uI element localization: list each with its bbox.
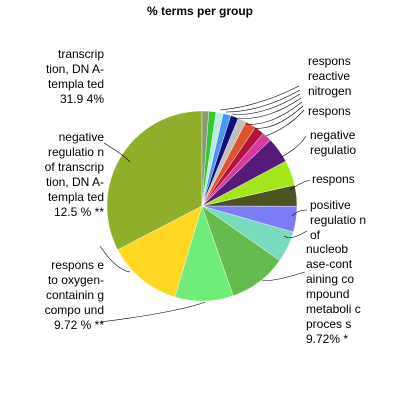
label-reactive-nitrogen: respons reactive nitrogen — [308, 54, 352, 98]
leader-line-2 — [99, 301, 206, 323]
leader-line-5 — [291, 209, 308, 217]
label-positive-regulation: positive regulatio n of — [310, 198, 367, 242]
label-negative-regulation: negative regulatio — [310, 128, 357, 157]
label-response-oxygen: respons e to oxygen- containin g compo u… — [44, 258, 104, 332]
label-response-3: respons — [312, 172, 355, 186]
leader-line-7 — [279, 135, 307, 159]
leader-line-6 — [289, 179, 311, 191]
leader-line-4 — [283, 230, 308, 238]
leader-line-3 — [261, 271, 306, 281]
leader-line-9 — [253, 105, 304, 129]
pie-slice-0 — [106, 110, 203, 251]
label-transcription: transcrip tion, DN A-templa ted 31.9 4% — [45, 47, 104, 106]
leader-line-12 — [231, 93, 301, 115]
leader-line-14 — [219, 85, 300, 111]
leader-line-8 — [265, 109, 305, 137]
label-negative-regulation-transcription: negative regulatio n of transcrip tion, … — [44, 130, 104, 219]
chart-title: % terms per group — [146, 4, 254, 18]
leader-line-13 — [225, 89, 301, 113]
leader-line-1 — [99, 245, 131, 273]
leader-line-11 — [237, 97, 302, 119]
pie-slice-17 — [201, 110, 209, 207]
pie-slice-1 — [117, 205, 203, 298]
label-response-2: respons — [308, 104, 351, 118]
leader-line-0 — [103, 142, 131, 163]
leader-line-10 — [245, 101, 303, 125]
label-nucleobase: nucleob ase-cont aining co mpound metabo… — [306, 242, 361, 346]
